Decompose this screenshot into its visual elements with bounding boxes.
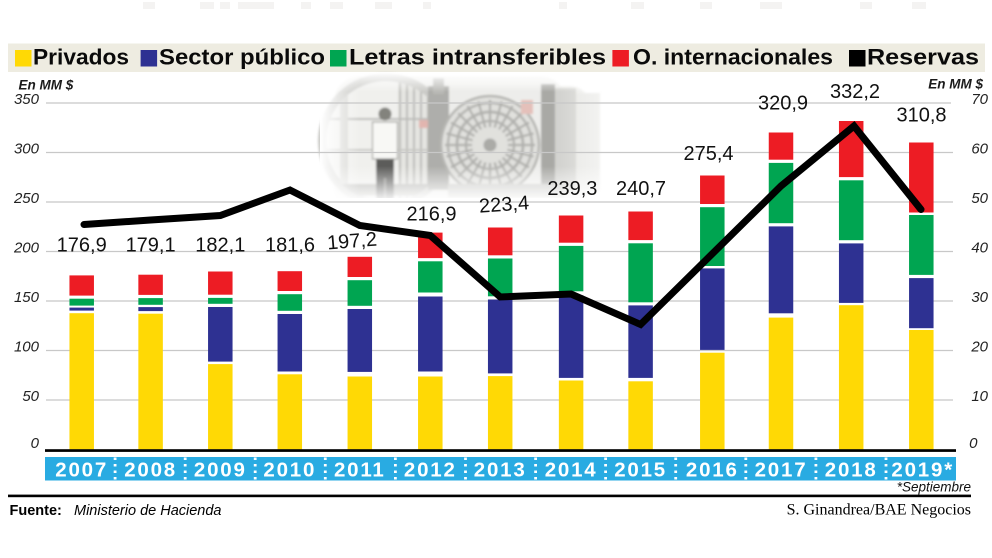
svg-text:2011: 2011 (334, 458, 386, 481)
svg-text:Sector público: Sector público (159, 45, 325, 70)
svg-text:320,9: 320,9 (758, 93, 808, 115)
svg-text:2015: 2015 (614, 458, 667, 481)
svg-text:300: 300 (14, 141, 40, 158)
svg-text:2014: 2014 (545, 458, 598, 481)
svg-text:2010: 2010 (263, 458, 316, 481)
svg-text:10: 10 (971, 388, 988, 405)
svg-text:2019*: 2019* (891, 458, 954, 481)
svg-text:310,8: 310,8 (896, 104, 946, 126)
svg-text:200: 200 (13, 240, 40, 257)
svg-text:240,7: 240,7 (616, 178, 666, 200)
svg-text:2007: 2007 (55, 458, 108, 481)
svg-text:2009: 2009 (194, 458, 247, 481)
svg-text:Ministerio de Hacienda: Ministerio de Hacienda (74, 503, 222, 519)
svg-text:150: 150 (14, 289, 40, 306)
svg-text:216,9: 216,9 (406, 203, 456, 225)
svg-text:50: 50 (971, 190, 988, 207)
svg-text:181,6: 181,6 (265, 234, 315, 256)
svg-text:2012: 2012 (404, 458, 457, 481)
svg-text:2017: 2017 (755, 458, 808, 481)
svg-text:O. internacionales: O. internacionales (633, 45, 833, 70)
svg-text:250: 250 (13, 190, 40, 207)
svg-text:2013: 2013 (474, 458, 527, 481)
svg-text:2016: 2016 (686, 458, 739, 481)
svg-text:223,4: 223,4 (478, 192, 529, 217)
svg-text:179,1: 179,1 (126, 234, 176, 256)
svg-text:275,4: 275,4 (683, 143, 733, 165)
svg-text:0: 0 (969, 435, 978, 452)
svg-text:Reservas: Reservas (867, 45, 979, 70)
svg-text:En MM $: En MM $ (928, 77, 983, 92)
svg-text:197,2: 197,2 (326, 229, 378, 255)
svg-text:70: 70 (971, 91, 988, 108)
svg-text:Privados: Privados (33, 45, 129, 70)
svg-text:0: 0 (31, 435, 40, 452)
svg-text:Fuente:: Fuente: (10, 503, 62, 519)
svg-text:332,2: 332,2 (830, 81, 880, 103)
svg-text:S. Ginandrea/BAE Negocios: S. Ginandrea/BAE Negocios (787, 502, 971, 519)
svg-text:40: 40 (971, 240, 988, 257)
svg-text:182,1: 182,1 (195, 234, 245, 256)
svg-text:Letras intransferibles: Letras intransferibles (349, 45, 606, 70)
svg-text:350: 350 (14, 91, 40, 108)
svg-text:100: 100 (14, 339, 40, 356)
svg-text:2018: 2018 (825, 458, 878, 481)
svg-text:50: 50 (22, 388, 39, 405)
svg-text:60: 60 (971, 141, 988, 158)
svg-text:30: 30 (971, 289, 988, 306)
svg-text:20: 20 (970, 339, 988, 356)
svg-text:2008: 2008 (124, 458, 177, 481)
svg-text:*Septiembre: *Septiembre (897, 480, 971, 495)
svg-text:176,9: 176,9 (57, 234, 107, 256)
svg-text:239,3: 239,3 (547, 178, 597, 200)
svg-text:En MM $: En MM $ (19, 78, 74, 93)
